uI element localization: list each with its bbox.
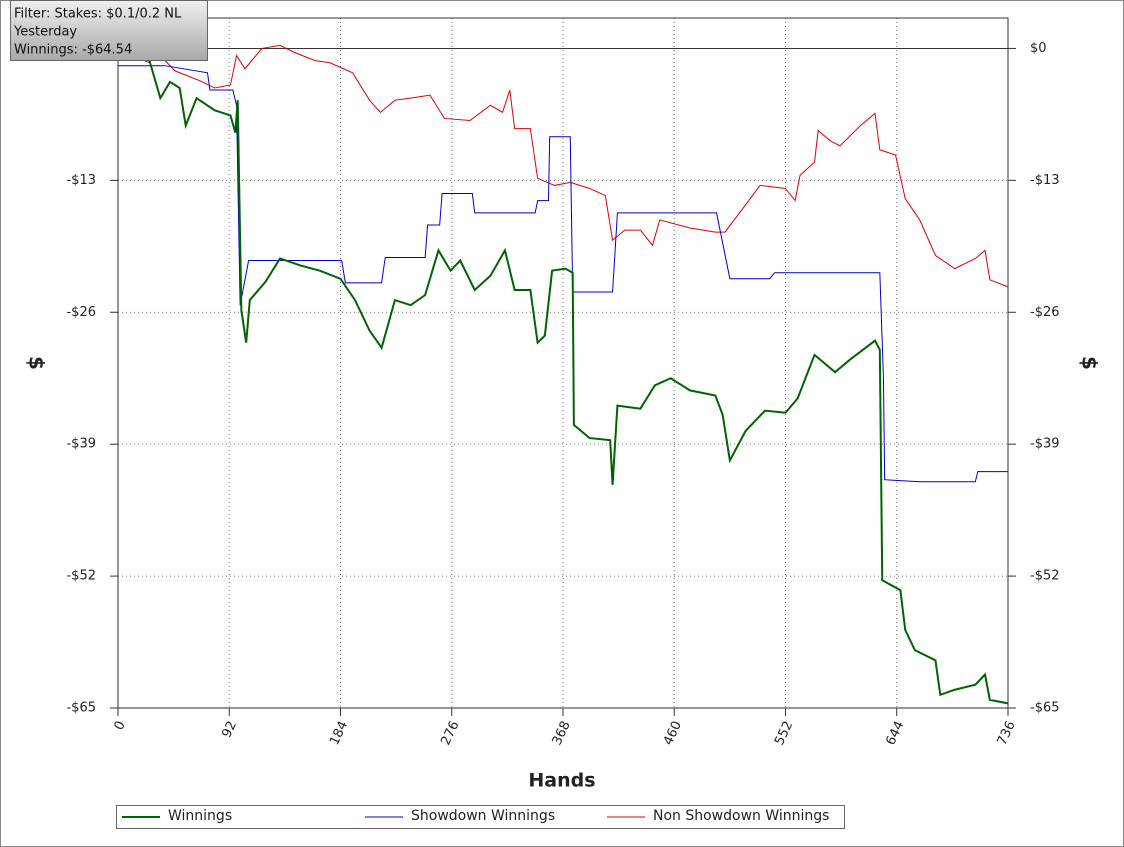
y-tick-label: -$39 <box>66 437 96 452</box>
info-line: Winnings: -$64.54 <box>14 43 132 58</box>
info-background <box>10 0 208 61</box>
y2-tick-label: -$65 <box>1030 701 1060 716</box>
y2-tick-label: -$52 <box>1030 569 1060 584</box>
legend-label: Non Showdown Winnings <box>653 808 829 824</box>
y2-axis-title: $ <box>1078 356 1102 370</box>
y-tick-label: -$52 <box>66 569 96 584</box>
x-tick-label: 92 <box>219 719 240 740</box>
series-line <box>118 65 1008 483</box>
legend-label: Showdown Winnings <box>411 808 555 824</box>
y2-tick-label: -$39 <box>1030 437 1060 452</box>
y-tick-label: -$65 <box>66 701 96 716</box>
info-line: Filter: Stakes: $0.1/0.2 NL <box>14 7 182 22</box>
y2-tick-label: $0 <box>1030 41 1047 56</box>
plot-border <box>117 17 1009 709</box>
legend-label: Winnings <box>168 808 232 824</box>
y-tick-label: -$13 <box>66 173 96 188</box>
x-axis-title: Hands <box>528 770 595 792</box>
y2-tick-label: -$26 <box>1030 305 1060 320</box>
legend-box <box>116 805 845 829</box>
y-axis-title: $ <box>25 356 49 370</box>
y2-tick-label: -$13 <box>1030 173 1060 188</box>
y-tick-label: -$26 <box>66 305 96 320</box>
series-line <box>117 47 1009 705</box>
plot-area: $0$0-$13-$13-$26-$26-$39-$39-$52-$52-$65… <box>66 17 1060 748</box>
info-box: Filter: Stakes: $0.1/0.2 NL Yesterday Wi… <box>10 0 208 61</box>
series-line <box>117 44 1009 288</box>
info-line: Yesterday <box>13 25 77 40</box>
